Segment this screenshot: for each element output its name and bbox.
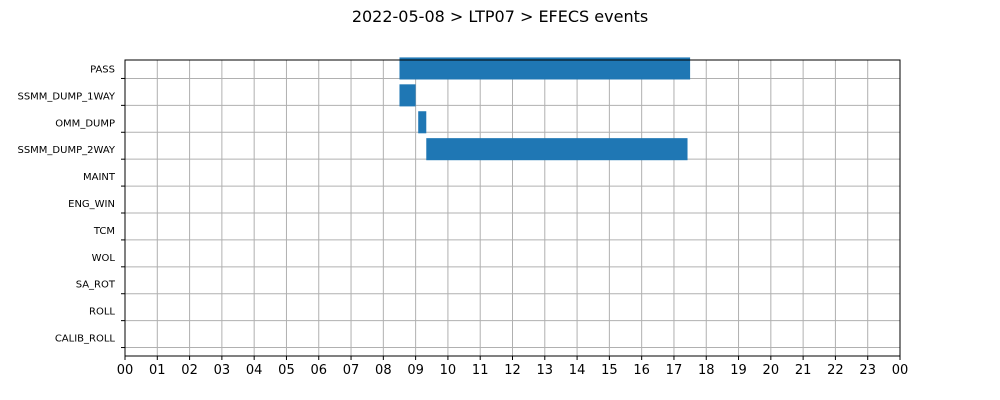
x-tick-label: 02 — [181, 363, 198, 378]
x-tick-label: 11 — [472, 363, 489, 378]
x-tick-label: 07 — [343, 363, 360, 378]
y-tick-label: PASS — [90, 64, 115, 75]
x-tick-label: 10 — [440, 363, 457, 378]
x-tick-label: 05 — [278, 363, 295, 378]
grid — [124, 60, 901, 356]
y-tick-label: MAINT — [83, 172, 116, 183]
event-bar — [399, 57, 691, 80]
x-tick-label: 13 — [537, 363, 554, 378]
x-tick-label: 01 — [149, 363, 166, 378]
y-tick-label: SSMM_DUMP_2WAY — [17, 145, 115, 156]
y-axis: PASS SSMM_DUMP_1WAY OMM_DUMP SSMM_DUMP_2WAY… — [17, 64, 125, 349]
x-tick-label: 08 — [375, 363, 392, 378]
x-tick-label: 22 — [827, 363, 844, 378]
x-tick-label: 19 — [730, 363, 747, 378]
x-tick-label: 18 — [698, 363, 715, 378]
x-tick-label: 23 — [859, 363, 876, 378]
x-tick-label: 09 — [407, 363, 424, 378]
y-tick-label: ENG_WIN — [68, 199, 115, 210]
x-tick-label: 00 — [117, 363, 134, 378]
x-tick-label: 20 — [763, 363, 780, 378]
x-tick-label: 03 — [214, 363, 231, 378]
x-tick-label: 15 — [601, 363, 618, 378]
x-tick-label: 14 — [569, 363, 586, 378]
x-tick-label: 21 — [795, 363, 812, 378]
x-axis: 00 01 02 03 04 05 06 07 08 09 10 11 12 13 14 15 16 17 18 19… — [117, 356, 909, 378]
x-tick-label: 12 — [504, 363, 521, 378]
event-bars — [399, 57, 691, 161]
y-tick-label: SA_ROT — [76, 280, 116, 291]
x-tick-label: 17 — [666, 363, 683, 378]
event-bar — [426, 138, 688, 161]
x-tick-label: 00 — [892, 363, 909, 378]
event-bar — [399, 84, 416, 107]
y-tick-label: SSMM_DUMP_1WAY — [17, 91, 115, 102]
x-tick-label: 04 — [246, 363, 263, 378]
y-tick-label: CALIB_ROLL — [55, 334, 116, 345]
y-tick-label: WOL — [92, 253, 116, 264]
chart-title: 2022-05-08 > LTP07 > EFECS events — [352, 7, 648, 26]
y-tick-label: OMM_DUMP — [55, 118, 115, 129]
event-bar — [418, 111, 427, 134]
x-tick-label: 16 — [633, 363, 650, 378]
x-tick-label: 06 — [310, 363, 327, 378]
y-tick-label: ROLL — [89, 307, 115, 318]
y-tick-label: TCM — [93, 226, 115, 237]
